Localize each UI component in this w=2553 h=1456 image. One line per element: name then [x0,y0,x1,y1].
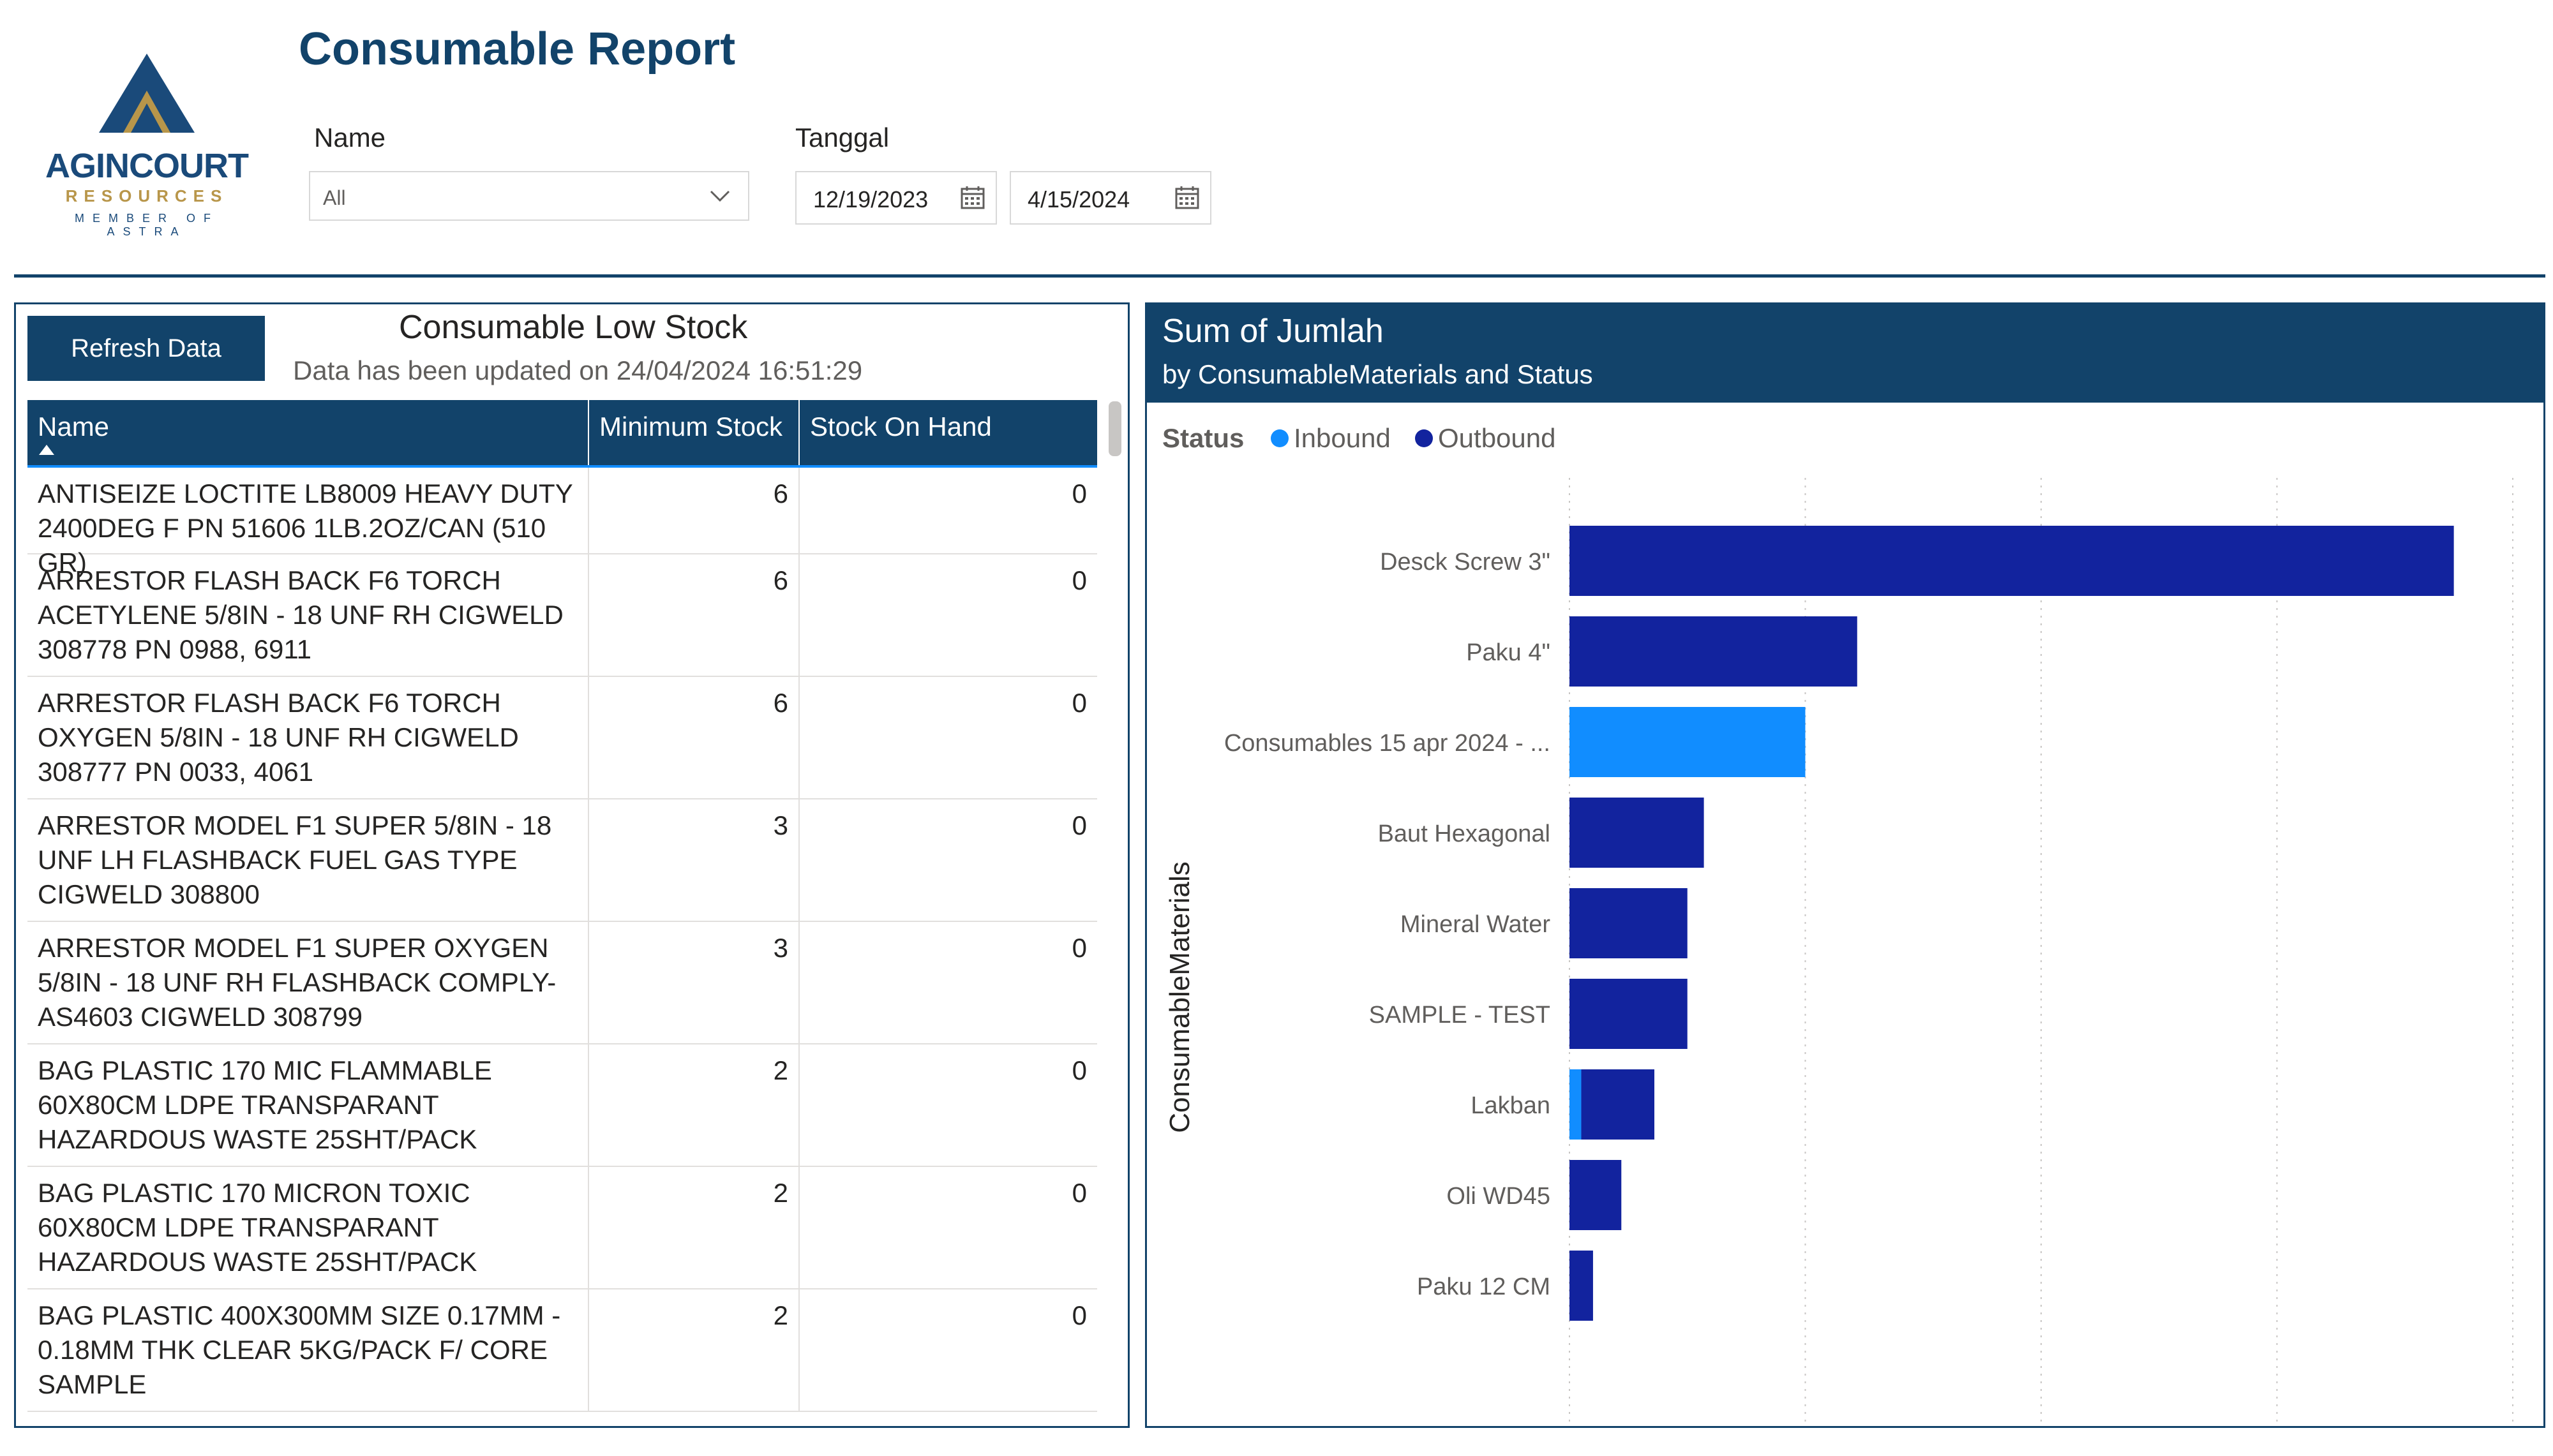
chart-panel: Sum of Jumlah by ConsumableMaterials and… [1145,302,2545,1428]
table-scrollbar[interactable] [1109,401,1121,456]
end-date-input[interactable]: 4/15/2024 [1010,171,1211,225]
bar-inbound [1569,707,1806,777]
category-label: Paku 12 CM [1417,1274,1550,1300]
cell-name: BAG PLASTIC 400X300MM SIZE 0.17MM - 0.18… [27,1289,589,1411]
table-row[interactable]: ARRESTOR MODEL F1 SUPER OXYGEN 5/8IN - 1… [27,922,1097,1044]
last-updated-text: Data has been updated on 24/04/2024 16:5… [293,355,863,385]
cell-name: ARRESTOR FLASH BACK F6 TORCH ACETYLENE 5… [27,554,589,676]
cell-minimum-stock: 3 [589,799,800,921]
page-title: Consumable Report [299,24,736,75]
bar-outbound [1569,979,1688,1049]
chart-title: Sum of Jumlah [1162,313,1384,350]
cell-minimum-stock: 2 [589,1167,800,1288]
y-axis-title: ConsumableMaterials [1164,861,1195,1133]
legend-label-inbound: Inbound [1294,423,1391,453]
calendar-icon[interactable] [960,185,985,211]
cell-minimum-stock: 6 [589,468,800,553]
cell-name: ARRESTOR FLASH BACK F6 TORCH OXYGEN 5/8I… [27,677,589,798]
cell-name: BAG PLASTIC 170 MIC FLAMMABLE 60X80CM LD… [27,1044,589,1166]
cell-stock-on-hand: 0 [1072,810,1087,840]
column-header-label: Stock On Hand [810,412,992,442]
table-header: Name Minimum Stock Stock On Hand [27,400,1097,468]
cell-stock-on-hand: 0 [1072,688,1087,718]
chevron-down-icon [710,190,730,202]
cell-name: ARRESTOR MODEL F1 SUPER OXYGEN 5/8IN - 1… [27,922,589,1043]
chart-subtitle: by ConsumableMaterials and Status [1162,359,1593,389]
cell-stock-on-hand: 0 [1072,1055,1087,1085]
cell-stock-on-hand: 0 [1072,565,1087,595]
date-filter-label: Tanggal [795,123,890,152]
cell-minimum-stock: 6 [589,677,800,798]
bar-outbound [1569,526,2454,596]
agincourt-logo-icon [99,54,195,133]
bar-outbound [1569,798,1704,868]
cell-stock-on-hand: 0 [1072,1178,1087,1208]
bar-outbound [1569,1160,1622,1230]
name-filter-value: All [323,186,346,209]
cell-minimum-stock: 6 [589,554,800,676]
category-label: Baut Hexagonal [1378,821,1550,847]
category-label: Consumables 15 apr 2024 - ... [1224,730,1550,757]
cell-stock-on-hand: 0 [1072,479,1087,509]
category-label: Lakban [1471,1092,1550,1119]
end-date-value: 4/15/2024 [1028,186,1130,212]
chart-header: Sum of Jumlah by ConsumableMaterials and… [1147,304,2543,403]
refresh-data-button[interactable]: Refresh Data [27,316,265,381]
column-header-minimum-stock[interactable]: Minimum Stock [589,400,800,465]
bar-inbound [1569,1069,1582,1140]
category-label: Desck Screw 3" [1380,549,1550,576]
name-filter-label: Name [314,123,386,152]
header-divider [14,274,2545,278]
logo-member: MEMBER OF ASTRA [74,212,219,238]
legend-label-outbound: Outbound [1438,423,1556,453]
low-stock-panel: Refresh Data Consumable Low Stock Data h… [14,302,1130,1428]
legend-marker-outbound [1415,429,1433,447]
sort-ascending-icon [39,445,54,455]
category-label: Oli WD45 [1446,1183,1550,1210]
logo-name: AGINCOURT [45,147,249,185]
column-header-label: Name [38,412,110,442]
table-row[interactable]: ARRESTOR FLASH BACK F6 TORCH OXYGEN 5/8I… [27,677,1097,799]
sum-of-jumlah-bar-chart: StatusInboundOutbound0100200300400Sum of… [1162,423,2513,1426]
company-logo: AGINCOURT RESOURCES MEMBER OF ASTRA [38,54,255,238]
table-row[interactable]: BAG PLASTIC 400X300MM SIZE 0.17MM - 0.18… [27,1289,1097,1412]
calendar-icon[interactable] [1174,185,1200,211]
bar-outbound [1569,616,1857,687]
start-date-input[interactable]: 12/19/2023 [795,171,997,225]
table-row[interactable]: BAG PLASTIC 170 MICRON TOXIC 60X80CM LDP… [27,1167,1097,1289]
cell-minimum-stock: 2 [589,1289,800,1411]
legend-marker-inbound [1271,429,1289,447]
bar-outbound [1581,1069,1655,1140]
cell-minimum-stock: 3 [589,922,800,1043]
cell-name: ARRESTOR MODEL F1 SUPER 5/8IN - 18 UNF L… [27,799,589,921]
category-label: Mineral Water [1400,911,1550,938]
cell-stock-on-hand: 0 [1072,1300,1087,1330]
start-date-value: 12/19/2023 [813,186,929,212]
column-header-stock-on-hand[interactable]: Stock On Hand [800,400,1097,465]
cell-minimum-stock: 2 [589,1044,800,1166]
category-label: Paku 4" [1466,639,1550,666]
column-header-name[interactable]: Name [27,400,589,465]
logo-sub: RESOURCES [65,186,228,205]
table-row[interactable]: ARRESTOR MODEL F1 SUPER 5/8IN - 18 UNF L… [27,799,1097,922]
bar-outbound [1569,1251,1593,1321]
low-stock-title: Consumable Low Stock [399,309,748,346]
table-row[interactable]: ARRESTOR FLASH BACK F6 TORCH ACETYLENE 5… [27,554,1097,677]
cell-stock-on-hand: 0 [1072,933,1087,963]
table-row[interactable]: ANTISEIZE LOCTITE LB8009 HEAVY DUTY 2400… [27,468,1097,577]
low-stock-table: Name Minimum Stock Stock On Hand ANTISEI… [27,400,1097,1412]
legend-title: Status [1162,423,1244,453]
name-filter-dropdown[interactable]: All [309,171,749,221]
cell-name: ANTISEIZE LOCTITE LB8009 HEAVY DUTY 2400… [27,468,589,577]
category-label: SAMPLE - TEST [1369,1002,1550,1029]
column-header-label: Minimum Stock [599,412,783,442]
table-row[interactable]: BAG PLASTIC 170 MIC FLAMMABLE 60X80CM LD… [27,1044,1097,1167]
cell-name: BAG PLASTIC 170 MICRON TOXIC 60X80CM LDP… [27,1167,589,1288]
bar-outbound [1569,888,1688,958]
